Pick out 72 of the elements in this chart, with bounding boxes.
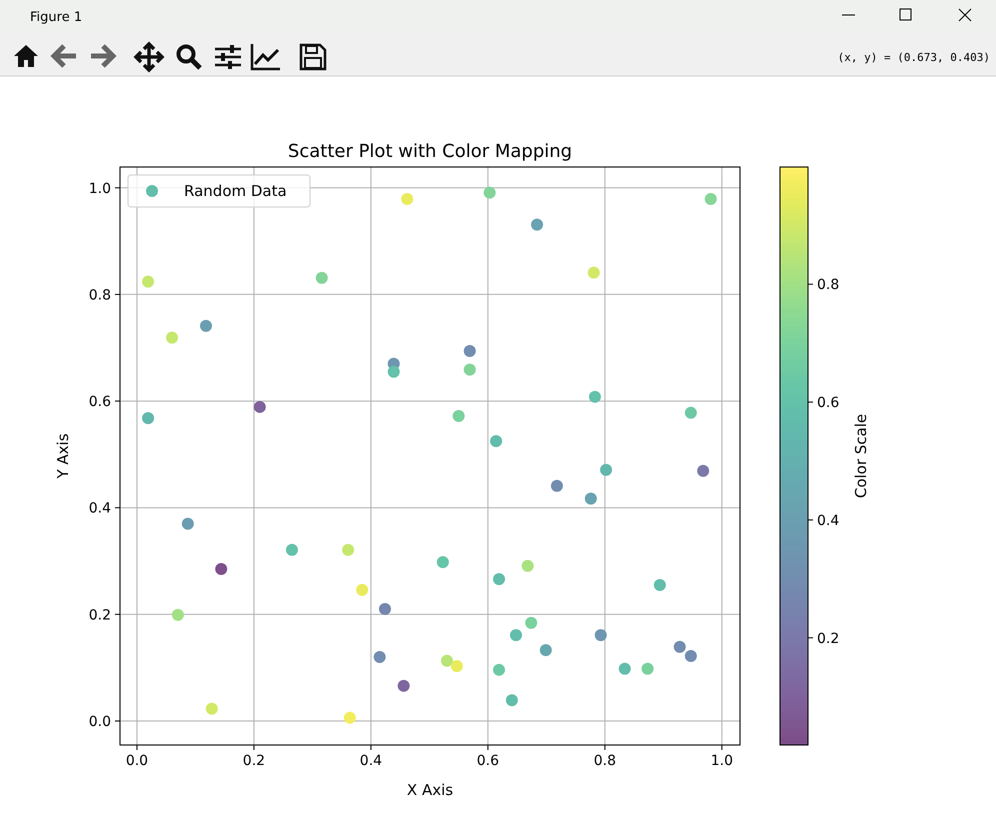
point: [490, 435, 502, 448]
y-tick-label: 0.0: [88, 714, 111, 730]
point: [166, 332, 178, 344]
point: [540, 644, 552, 656]
point: [464, 344, 476, 357]
point: [200, 320, 212, 332]
point: [356, 584, 368, 596]
point: [493, 664, 506, 676]
point: [584, 492, 597, 505]
point: [674, 640, 686, 653]
point: [401, 193, 414, 205]
point: [316, 272, 328, 284]
color-bar-label: 0.2: [817, 630, 840, 647]
point: [525, 616, 538, 629]
point: [440, 654, 453, 667]
point: [436, 556, 449, 568]
point: [642, 662, 654, 675]
point: [510, 629, 522, 642]
x-tick-label: 0.6: [476, 753, 500, 769]
point: [550, 480, 563, 492]
y-tick-label: 0.4: [88, 500, 112, 517]
x-tick-label: 0.4: [360, 753, 382, 769]
color-bar-label: 0.6: [817, 395, 840, 412]
point: [388, 366, 400, 378]
point: [600, 464, 612, 476]
point: [344, 712, 356, 724]
chart-title: Scatter Plot with Color Mapping: [288, 141, 572, 162]
point: [378, 603, 391, 616]
point: [450, 660, 463, 672]
y-tick-label: 0.6: [88, 394, 112, 410]
point: [594, 629, 607, 642]
point: [684, 406, 697, 419]
point: [374, 651, 386, 664]
point: [464, 364, 476, 376]
caption: Figure 1: [30, 10, 82, 25]
point: [142, 276, 154, 288]
point: [172, 608, 184, 621]
point: [254, 400, 266, 413]
point: [684, 650, 697, 662]
point: [588, 266, 600, 279]
x-tick-label: 1.0: [710, 753, 733, 769]
point: [588, 390, 601, 403]
point: [286, 544, 298, 556]
y-tick-label: 0.2: [88, 607, 111, 624]
point: [493, 573, 506, 586]
point: [142, 412, 154, 424]
point: [618, 662, 631, 675]
point: [484, 186, 496, 199]
y-tick-label: 1.0: [88, 180, 111, 197]
x-axis-title: X Axis: [406, 781, 454, 799]
text: (x, y) = (0.673, 0.403): [838, 51, 990, 64]
point: [342, 544, 354, 556]
legend-label: Random Data: [184, 182, 287, 200]
x-tick-label: 0.2: [242, 753, 266, 769]
x-tick-label: 0.8: [594, 753, 616, 769]
point: [215, 563, 228, 576]
point: [398, 680, 410, 692]
point: [704, 193, 717, 205]
y-tick-label: 0.8: [88, 287, 111, 304]
color-bar-label: 0.8: [817, 277, 840, 294]
point: [452, 410, 465, 422]
y-axis-title: Y Axis: [54, 433, 72, 480]
point: [182, 518, 194, 530]
point: [206, 702, 218, 715]
color-bar-label: 0.4: [817, 512, 840, 529]
point: [506, 694, 518, 706]
color-bar-title: Color Scale: [852, 414, 870, 498]
point: [522, 560, 534, 572]
point: [654, 579, 666, 592]
point: [531, 218, 544, 231]
x-tick-label: 0.0: [126, 753, 148, 769]
point: [697, 464, 710, 477]
